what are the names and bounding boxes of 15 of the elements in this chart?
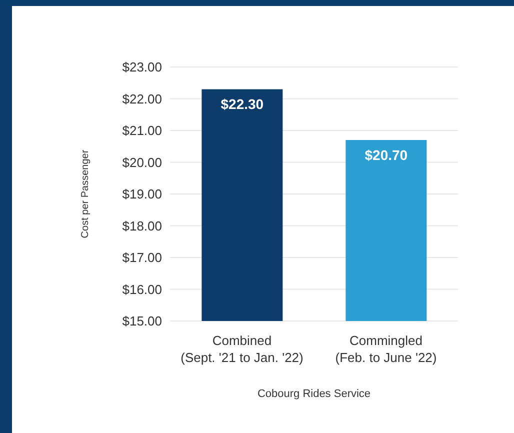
y-tick-label: $21.00 <box>122 123 162 138</box>
y-tick-label: $15.00 <box>122 314 162 329</box>
data-label: $22.30 <box>220 96 264 112</box>
x-tick-label: Combined (Sept. '21 to Jan. '22) <box>180 333 304 365</box>
y-tick-label: $20.00 <box>122 154 162 170</box>
y-axis-title: Cost per Passenger <box>80 149 91 238</box>
y-tick-label: $18.00 <box>122 218 162 234</box>
y-tick-label: $23.00 <box>122 60 162 75</box>
y-tick-label: $22.00 <box>122 91 162 106</box>
x-tick-label: Commingled (Feb. to June '22) <box>335 333 437 365</box>
y-tick-label: $19.00 <box>122 186 162 202</box>
data-label: $20.70 <box>364 146 408 163</box>
y-tick-label: $16.00 <box>122 282 162 297</box>
x-axis-title: Cobourg Rides Service <box>257 388 371 400</box>
y-tick-label: $17.00 <box>122 250 162 266</box>
